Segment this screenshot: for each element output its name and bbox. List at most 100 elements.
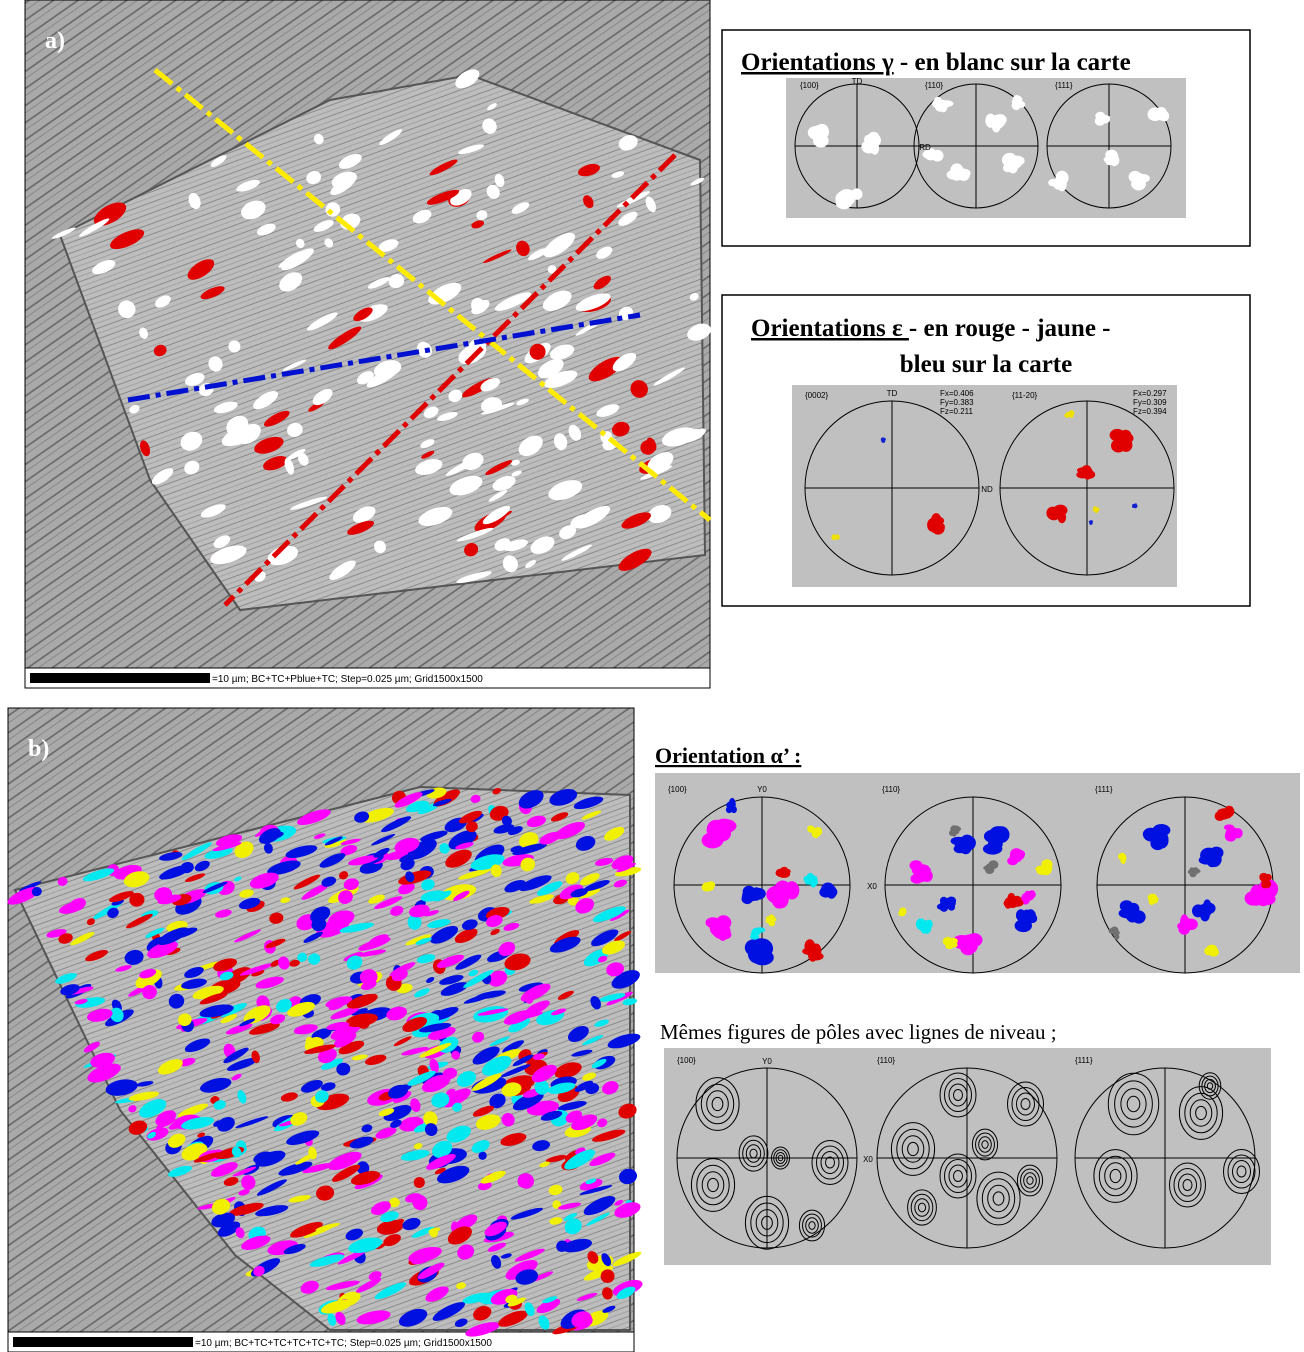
contour-line: [981, 1178, 1016, 1219]
contour-line: [775, 1152, 786, 1164]
phase-grain: [494, 173, 505, 188]
contour-line: [907, 1141, 919, 1157]
phase-grain: [486, 915, 503, 928]
contour-line: [1236, 1165, 1247, 1178]
phase-grain: [351, 1008, 368, 1016]
phase-grain: [579, 888, 601, 899]
phase-grain: [333, 1032, 357, 1048]
phase-grain: [502, 1040, 524, 1053]
phase-grain: [251, 969, 265, 977]
phase-grain: [477, 1008, 509, 1016]
contour-line: [1016, 1164, 1044, 1197]
phase-grain: [439, 843, 450, 854]
contour-line: [1011, 1087, 1040, 1121]
phase-grain: [241, 200, 266, 220]
phase-grain: [373, 847, 390, 858]
pole-blob: [1046, 506, 1059, 520]
contour-line: [820, 1151, 840, 1174]
phase-grain: [302, 1162, 334, 1174]
phase-grain: [123, 871, 150, 888]
pole-blob: [899, 907, 906, 914]
phase-grain: [340, 838, 361, 845]
contour-line: [1178, 1173, 1197, 1197]
phase-grain: [90, 1052, 115, 1068]
phase-grain: [489, 1036, 510, 1047]
phase-grain: [475, 990, 506, 999]
phase-grain: [493, 824, 515, 834]
contour-line: [750, 1202, 784, 1244]
phase-grain: [296, 809, 331, 826]
phase-grain: [536, 1298, 561, 1314]
pole-blob: [1015, 909, 1026, 922]
phase-grain: [529, 343, 546, 360]
pole-blob: [993, 826, 1010, 843]
phase-grain: [278, 1161, 313, 1176]
box-title: bleu sur la carte: [900, 351, 1072, 378]
phase-grain: [378, 239, 399, 252]
phase-grain: [147, 1131, 157, 1139]
phase-grain: [359, 860, 383, 874]
phase-grain: [426, 977, 435, 983]
phase-grain: [477, 1181, 492, 1191]
phase-grain: [585, 1083, 600, 1095]
phase-grain: [253, 1265, 265, 1277]
pole-blob: [1159, 110, 1170, 122]
phase-grain: [417, 1262, 445, 1280]
phase-grain: [589, 1152, 616, 1167]
pole-blob: [1002, 163, 1013, 173]
phase-grain: [313, 220, 334, 232]
phase-grain: [219, 971, 234, 981]
contour-line: [1020, 1098, 1031, 1110]
phase-grain: [557, 990, 574, 1000]
phase-grain: [455, 69, 480, 89]
pole-blob: [1223, 824, 1235, 831]
contour-line: [761, 1215, 773, 1230]
phase-grain: [542, 1296, 558, 1304]
phase-grain: [433, 890, 452, 902]
phase-grain: [255, 1205, 289, 1217]
phase-grain: [239, 1018, 256, 1027]
phase-grain: [241, 1235, 271, 1250]
phase-grain: [330, 177, 355, 196]
phase-grain: [451, 1050, 461, 1060]
phase-grain: [490, 928, 500, 936]
phase-grain: [621, 512, 651, 529]
pole-blob: [939, 896, 948, 905]
phase-grain: [258, 828, 281, 844]
phase-grain: [306, 312, 338, 331]
contour-line: [1104, 1162, 1127, 1190]
phase-grain: [592, 1129, 626, 1142]
phase-grain: [512, 843, 547, 856]
phase-grain: [255, 1150, 286, 1167]
pole-blob: [1009, 853, 1018, 862]
phase-grain: [330, 1006, 360, 1020]
phase-grain: [115, 965, 132, 972]
phase-grain: [217, 1221, 241, 1237]
phase-grain: [468, 969, 479, 977]
phase-grain: [429, 1058, 439, 1073]
pole-blob: [1149, 109, 1161, 121]
phase-grain: [332, 1164, 361, 1182]
phase-grain: [433, 798, 452, 807]
pole-blob: [725, 806, 733, 814]
phase-grain: [335, 1311, 346, 1325]
pole-blob: [985, 867, 994, 874]
pole-label: {100}: [668, 785, 687, 794]
phase-grain: [213, 1100, 226, 1110]
phase-grain: [254, 436, 284, 454]
phase-grain: [200, 504, 226, 518]
phase-grain: [412, 209, 432, 224]
phase-grain: [445, 849, 472, 868]
contour-line: [701, 1171, 725, 1199]
phase-grain: [576, 1292, 598, 1301]
phase-grain: [187, 259, 215, 280]
contour-line: [948, 1083, 968, 1107]
pole-blob: [1262, 880, 1272, 889]
phase-grain: [602, 1305, 616, 1313]
title-rest: - en blanc sur la carte: [894, 49, 1131, 76]
pole-blob: [946, 896, 957, 906]
pole-blob: [807, 875, 818, 883]
phase-grain: [353, 307, 373, 322]
phase-grain: [534, 1079, 549, 1095]
